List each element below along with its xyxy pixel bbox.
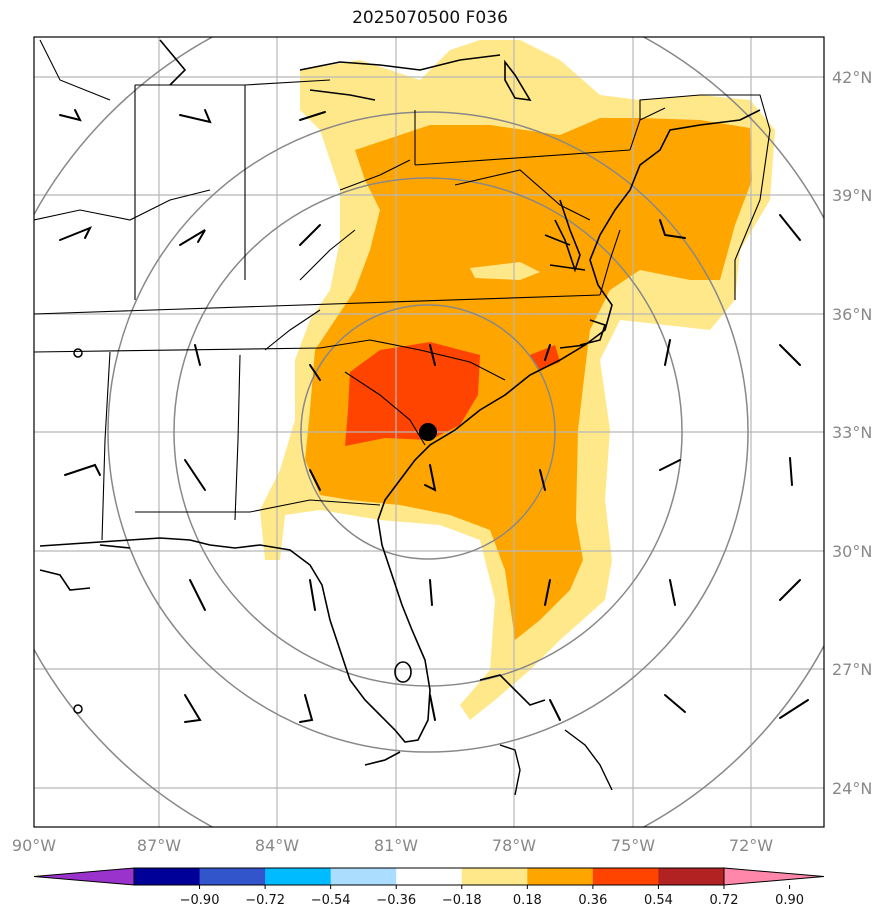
colorbar-tick-label: 0.54 xyxy=(644,893,673,908)
colorbar-extend-low xyxy=(33,867,135,886)
colorbar-outline xyxy=(133,867,725,886)
colorbar-swatch xyxy=(461,868,528,885)
boundaries xyxy=(34,39,771,796)
colorbar-tick-label: −0.90 xyxy=(180,893,220,908)
lon-label: 75°W xyxy=(611,836,655,855)
colorbar-swatch xyxy=(396,868,463,885)
map-frame xyxy=(33,36,825,828)
colorbar-swatch xyxy=(134,868,201,885)
lat-label: 30°N xyxy=(832,542,872,561)
wind-barbs xyxy=(59,109,809,723)
field-0.36-0.54 xyxy=(305,118,752,640)
colorbar-tick-label: 0.72 xyxy=(710,893,739,908)
lon-label: 81°W xyxy=(374,836,418,855)
lat-label: 42°N xyxy=(832,68,872,87)
map-plot-area xyxy=(34,37,824,827)
center-marker xyxy=(419,423,437,441)
colorbar-tick-label: −0.72 xyxy=(245,893,285,908)
lon-label: 84°W xyxy=(255,836,299,855)
graticule xyxy=(34,37,824,827)
colorbar-tick-label: −0.18 xyxy=(442,893,482,908)
colorbar-swatch xyxy=(592,868,659,885)
colorbar-swatch xyxy=(658,868,725,885)
colorbar-swatch xyxy=(527,868,594,885)
field-0.54-0.72 xyxy=(345,342,480,446)
lat-label: 39°N xyxy=(832,186,872,205)
lat-label: 33°N xyxy=(832,423,872,442)
calm-marker xyxy=(73,348,83,358)
colorbar-tick-label: 0.18 xyxy=(513,893,542,908)
colorbar-swatch xyxy=(265,868,332,885)
colorbar-tick-label: −0.54 xyxy=(311,893,351,908)
lat-label: 27°N xyxy=(832,660,872,679)
colorbar-tick-label: 0.36 xyxy=(578,893,607,908)
lon-label: 72°W xyxy=(729,836,773,855)
colorbar: −0.90 −0.72 −0.54 −0.36 −0.18 0.18 0.36 0.54 0.7… xyxy=(33,867,825,908)
colorbar-tick-label: 0.90 xyxy=(775,893,804,908)
range-rings xyxy=(34,37,824,827)
lon-label: 87°W xyxy=(137,836,181,855)
lon-label: 78°W xyxy=(492,836,536,855)
lat-label: 24°N xyxy=(832,779,872,798)
field-hole xyxy=(470,262,540,280)
colorbar-swatch xyxy=(330,868,397,885)
calm-marker xyxy=(73,704,83,714)
colorbar-tick-label: −0.36 xyxy=(376,893,416,908)
lat-label: 36°N xyxy=(832,305,872,324)
lon-labels: 90°W 87°W 84°W 81°W 78°W 75°W 72°W xyxy=(12,836,773,855)
lon-label: 90°W xyxy=(12,836,56,855)
map-title: 2025070500 F036 xyxy=(352,8,508,28)
colorbar-extend-high xyxy=(723,867,825,886)
colorbar-swatch xyxy=(199,868,266,885)
lat-labels: 42°N 39°N 36°N 33°N 30°N 27°N 24°N xyxy=(832,68,872,798)
